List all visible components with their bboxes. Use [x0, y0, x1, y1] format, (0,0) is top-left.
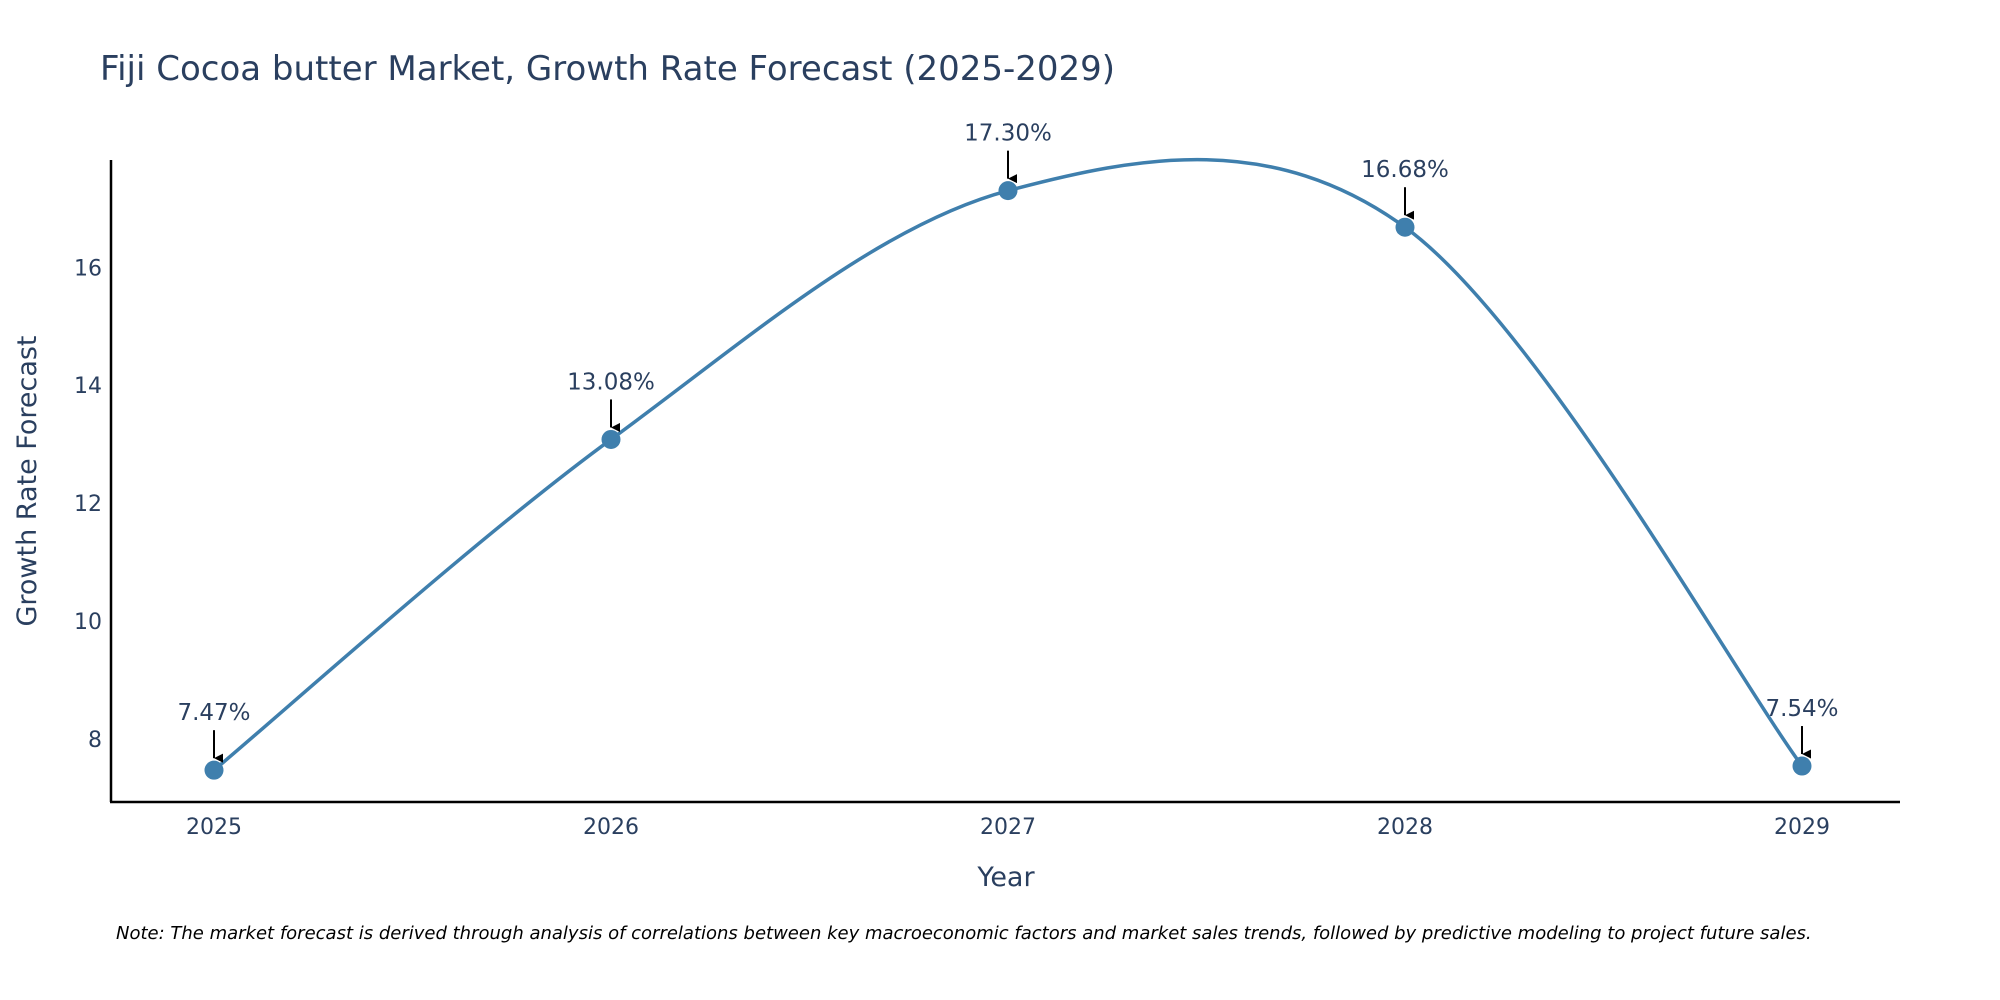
chart-title: Fiji Cocoa butter Market, Growth Rate Fo… [100, 49, 1115, 89]
y-tick-label: 14 [74, 374, 102, 399]
data-label-2026: 13.08% [567, 369, 655, 395]
data-annotations: 7.47% 13.08% 17.30% 16.68% 7.54% [177, 121, 1839, 763]
y-tick-label: 16 [74, 256, 102, 281]
y-tick-label: 8 [88, 728, 102, 753]
data-label-2028: 16.68% [1361, 157, 1449, 183]
x-tick-label: 2029 [1774, 815, 1830, 840]
y-axis-title: Growth Rate Forecast [12, 335, 43, 626]
data-point-2027 [998, 181, 1018, 201]
x-tick-label: 2028 [1377, 815, 1433, 840]
data-points [204, 181, 1812, 780]
data-label-2025: 7.47% [177, 700, 250, 726]
axes [109, 160, 1900, 804]
y-ticks: 8 10 12 14 16 [74, 256, 102, 753]
data-point-2028 [1395, 217, 1415, 237]
x-axis-title: Year [976, 862, 1035, 893]
footnote: Note: The market forecast is derived thr… [116, 923, 1812, 944]
x-ticks: 2025 2026 2027 2028 2029 [186, 815, 1830, 840]
data-point-2026 [601, 429, 621, 449]
data-label-2027: 17.30% [964, 121, 1052, 147]
data-label-2029: 7.54% [1765, 696, 1838, 722]
y-tick-label: 12 [74, 492, 102, 517]
x-tick-label: 2026 [583, 815, 639, 840]
data-point-2025 [204, 760, 224, 780]
y-tick-label: 10 [74, 610, 102, 635]
x-tick-label: 2027 [980, 815, 1036, 840]
series-line [212, 157, 1804, 772]
data-point-2029 [1792, 756, 1812, 776]
x-tick-label: 2025 [186, 815, 242, 840]
